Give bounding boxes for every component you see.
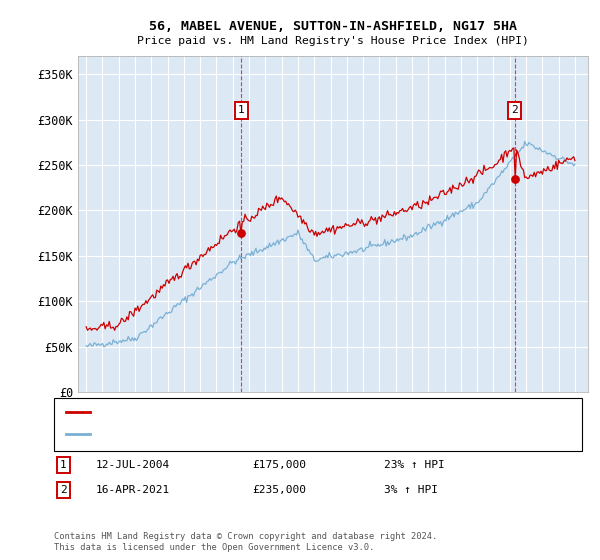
Point <box>236 228 246 237</box>
Text: 2: 2 <box>60 485 67 495</box>
Text: 1: 1 <box>238 105 245 115</box>
Text: Contains HM Land Registry data © Crown copyright and database right 2024.
This d: Contains HM Land Registry data © Crown c… <box>54 532 437 552</box>
Text: 56, MABEL AVENUE, SUTTON-IN-ASHFIELD, NG17 5HA (detached house): 56, MABEL AVENUE, SUTTON-IN-ASHFIELD, NG… <box>96 407 474 417</box>
Text: 23% ↑ HPI: 23% ↑ HPI <box>384 460 445 470</box>
Text: Price paid vs. HM Land Registry's House Price Index (HPI): Price paid vs. HM Land Registry's House … <box>137 36 529 46</box>
Text: 1: 1 <box>60 460 67 470</box>
Text: £235,000: £235,000 <box>252 485 306 495</box>
Text: £175,000: £175,000 <box>252 460 306 470</box>
Text: 2: 2 <box>511 105 518 115</box>
Point <box>510 174 520 183</box>
Text: 16-APR-2021: 16-APR-2021 <box>96 485 170 495</box>
Text: HPI: Average price, detached house, Ashfield: HPI: Average price, detached house, Ashf… <box>96 429 360 439</box>
Text: 3% ↑ HPI: 3% ↑ HPI <box>384 485 438 495</box>
Text: 12-JUL-2004: 12-JUL-2004 <box>96 460 170 470</box>
Text: 56, MABEL AVENUE, SUTTON-IN-ASHFIELD, NG17 5HA: 56, MABEL AVENUE, SUTTON-IN-ASHFIELD, NG… <box>149 20 517 32</box>
